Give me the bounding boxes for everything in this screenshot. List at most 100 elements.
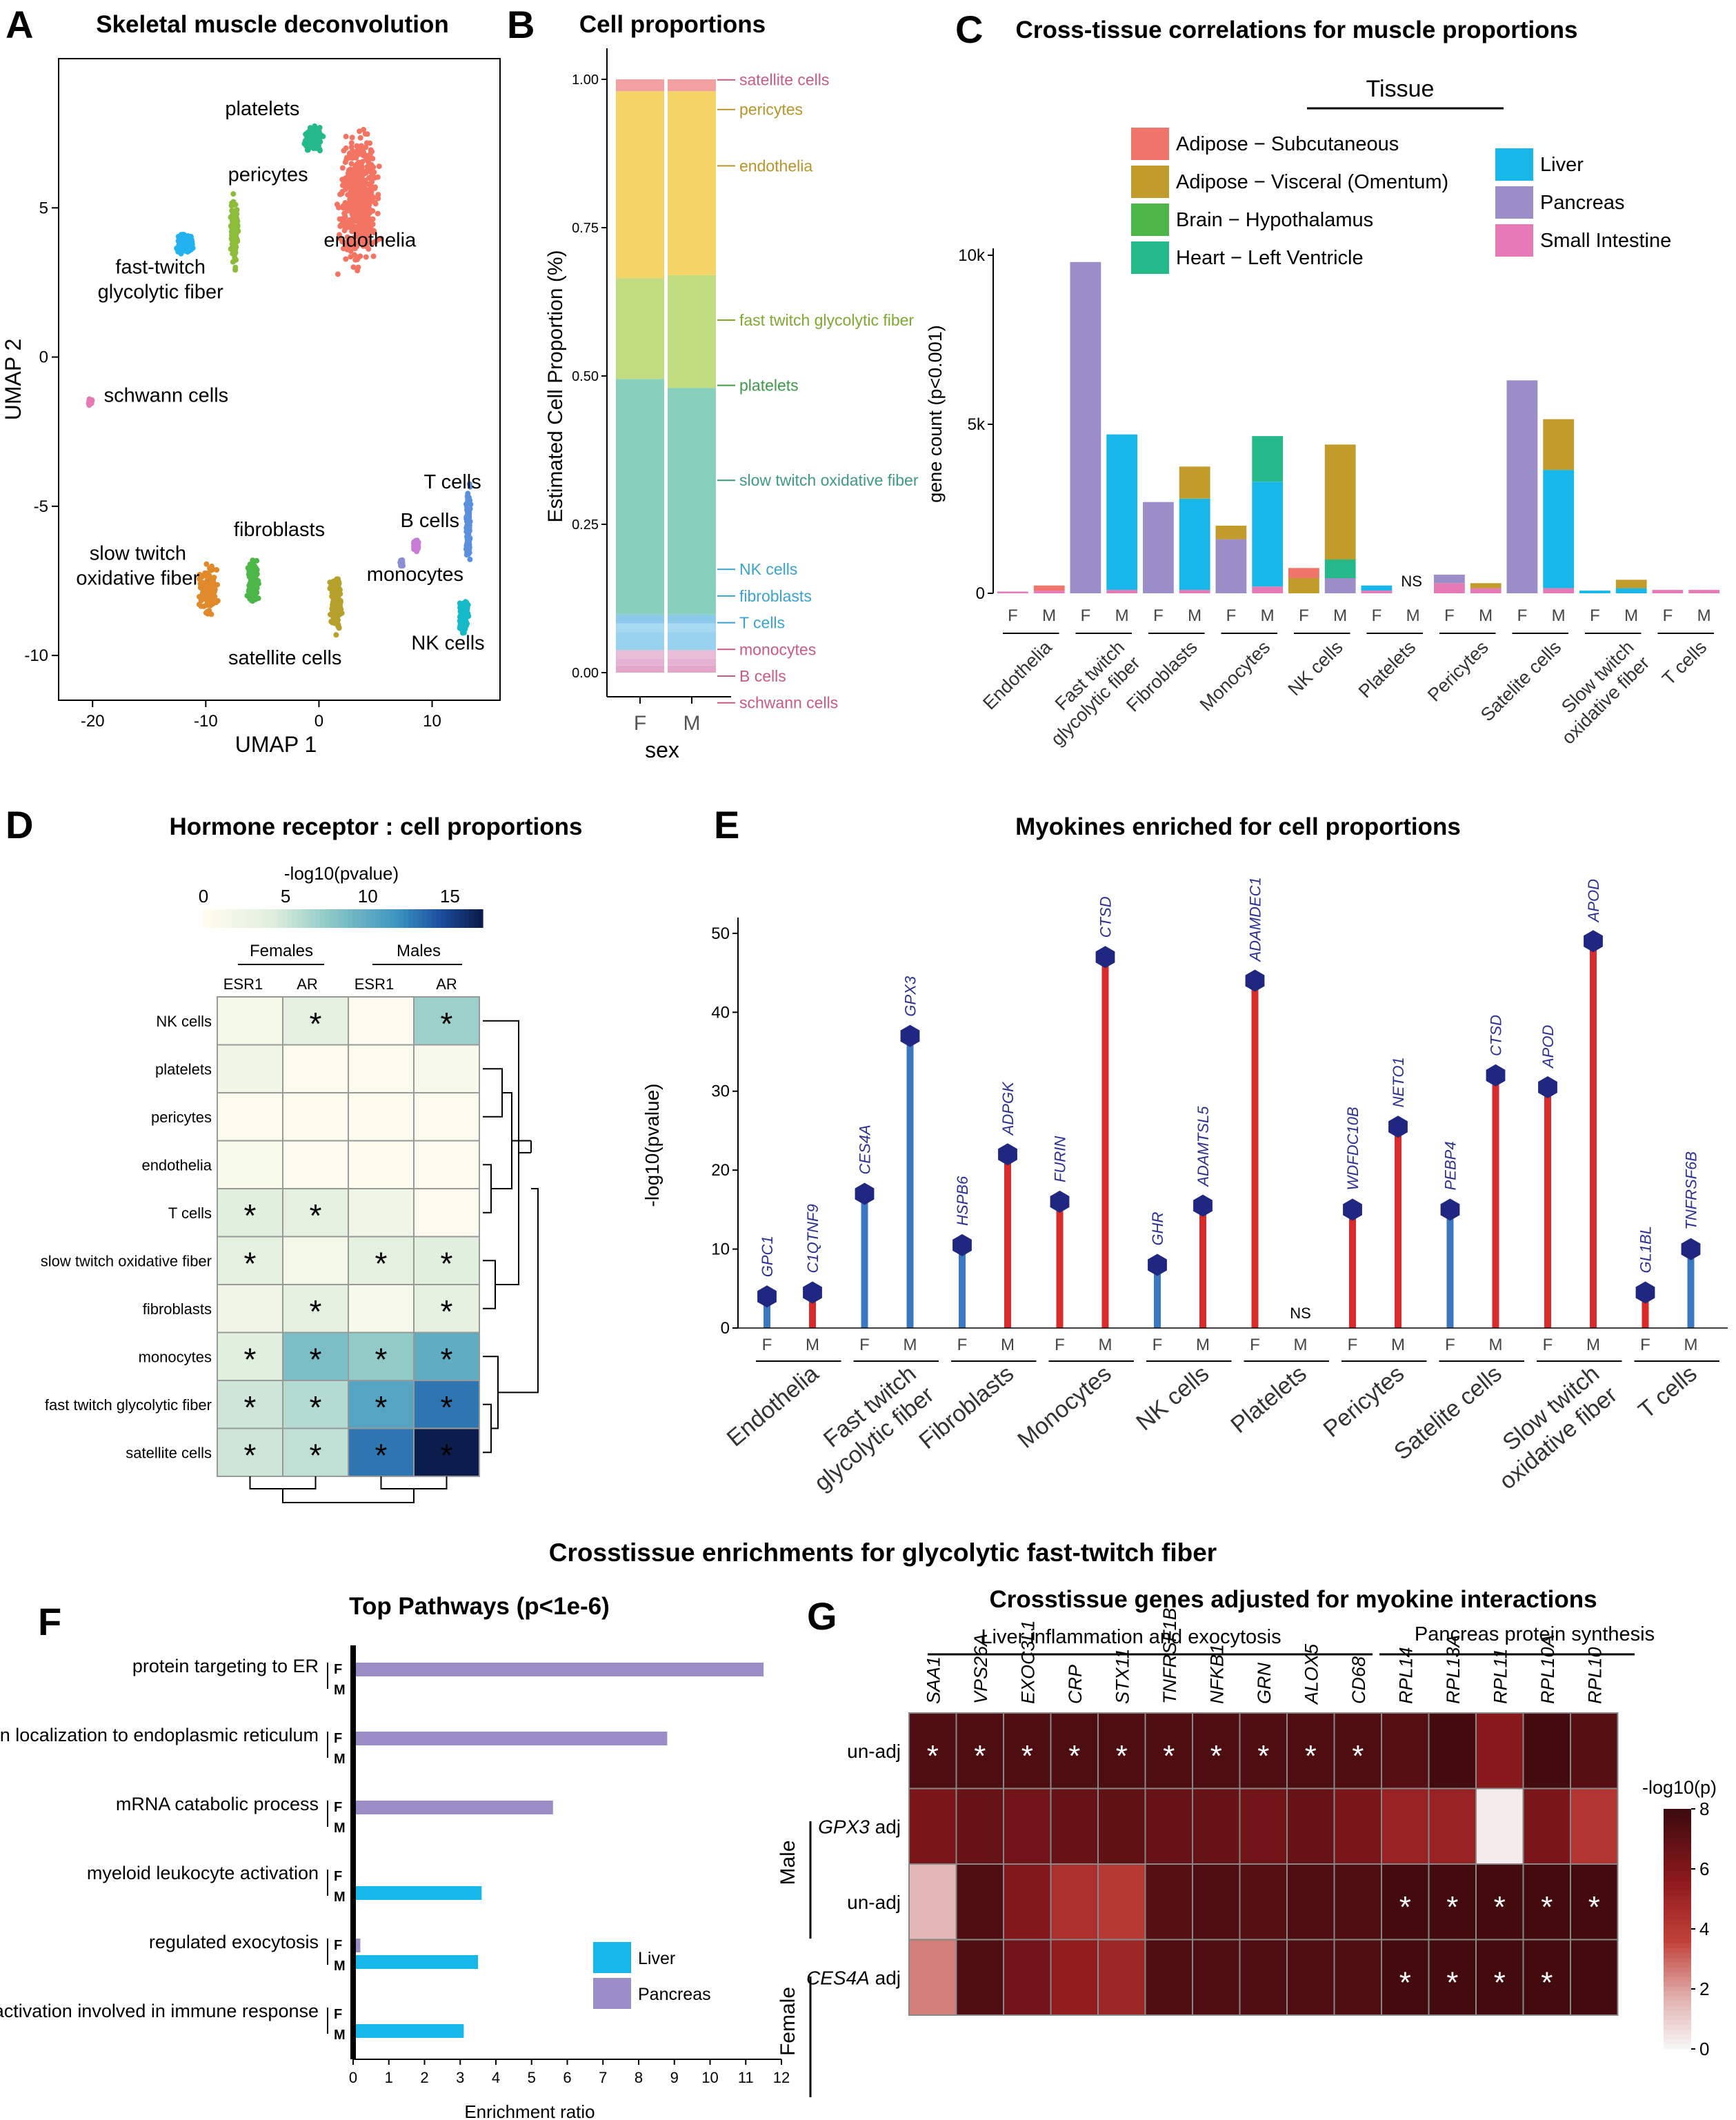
umap-point [457, 600, 463, 606]
hormone-cell [348, 1092, 415, 1142]
umap-label: fast-twitch glycolytic fiber [98, 256, 223, 303]
umap-point [335, 576, 341, 582]
myokine-gene-label: APOD [1585, 879, 1602, 923]
males-group-label: Males [397, 942, 441, 960]
proportion-label: monocytes [739, 640, 816, 658]
hormone-cell [217, 996, 283, 1046]
umap-y-tick-label: 0 [39, 348, 48, 367]
colorbar-strip [1664, 1814, 1691, 1819]
significance-star: * [244, 1341, 257, 1377]
significance-star: * [441, 1006, 453, 1042]
colorbar-strip [268, 909, 274, 928]
hormone-row-label: satellite cells [126, 1444, 212, 1461]
umap-point [459, 611, 465, 617]
hormone-cell [217, 1092, 283, 1142]
tissue-bar-segment [1252, 436, 1284, 482]
colorbar-strip [468, 909, 475, 928]
panel-g: G Crosstissue genes adjusted for myokine… [777, 1586, 1717, 2097]
tissue-bar-segment [1434, 575, 1465, 584]
colorbar-strip [1664, 1905, 1691, 1910]
male-label: Male [777, 1840, 799, 1885]
panel-e-sex-label: F [1055, 1336, 1065, 1354]
panel-c-sex-label: M [1479, 606, 1493, 625]
umap-point [317, 125, 323, 130]
tissue-bar-segment [997, 591, 1028, 593]
significance-star: * [1210, 1739, 1222, 1773]
cluster-points-11 [457, 599, 472, 636]
tissue-bar-segment [1143, 502, 1174, 593]
proportion-segment [616, 379, 664, 615]
umap-point [364, 190, 370, 196]
proportion-segment [616, 91, 664, 279]
tissue-bar-segment [1543, 470, 1575, 588]
hormone-cell [413, 1331, 480, 1381]
hormone-row-label: pericytes [151, 1109, 212, 1126]
gene-column-label: CD68 [1348, 1656, 1369, 1704]
colorbar-strip [357, 909, 363, 928]
panel-g-title: Crosstissue genes adjusted for myokine i… [989, 1586, 1597, 1613]
significance-star: * [441, 1341, 453, 1377]
umap-point [232, 255, 238, 261]
gene-column-label: SAA1 [923, 1656, 944, 1704]
colorbar-strip [301, 909, 307, 928]
adjustment-text: un-adj [847, 1892, 901, 1913]
tissue-bar-segment [1688, 590, 1720, 593]
colorbar-strip [1664, 1847, 1691, 1853]
umap-label: B cells [401, 510, 459, 532]
umap-point [363, 170, 369, 176]
pathway-bar [356, 2024, 464, 2038]
panel-e-group-label: Platelets [1226, 1360, 1311, 1438]
panel-e-y-tick-label: 10 [711, 1240, 730, 1259]
crosstissue-main-title: Crosstissue enrichments for glycolytic f… [549, 1538, 1217, 1567]
colorbar-strip [1664, 1962, 1691, 1968]
label-line: Platelets [1355, 637, 1419, 702]
umap-point [370, 216, 376, 222]
lollipop-head [1148, 1254, 1167, 1276]
tissue-bar-segment [1324, 444, 1356, 559]
proportion-segment [616, 623, 664, 633]
panel-c-group-label: Pericytes [1424, 637, 1493, 706]
hormone-cell [282, 1380, 349, 1429]
colorbar-strip [1664, 1977, 1691, 1983]
gene-cell [1333, 1939, 1382, 2016]
hormone-cell [348, 1188, 415, 1238]
panel-c-sex-label: M [1697, 606, 1711, 625]
panel-f-x-tick-label: 2 [420, 2069, 428, 2086]
colorbar-strip [222, 909, 228, 928]
pathway-sex-label: M [334, 1683, 346, 1698]
label-line: NK cells [1131, 1360, 1214, 1436]
colorbar-strip [1664, 1924, 1691, 1930]
umap-label: NK cells [411, 632, 484, 654]
panel-e-group-label: Pericytes [1319, 1360, 1410, 1443]
umap-ticks: -20 -10 0 10 5 0 -5 -10 [24, 199, 441, 731]
colorbar-strip [366, 909, 372, 928]
umap-point [359, 176, 365, 182]
colorbar-strip [464, 909, 470, 928]
colorbar-strip [334, 909, 339, 928]
hormone-cell [282, 1236, 349, 1285]
colorbar-strip [1664, 1919, 1691, 1925]
umap-point [250, 571, 257, 577]
pathway-sex-label: F [334, 1869, 342, 1884]
panel-c-sex-label: F [1081, 606, 1091, 625]
lollipop-head [1388, 1116, 1408, 1138]
significance-star: * [1116, 1739, 1128, 1773]
gene-column-label: CRP [1065, 1665, 1086, 1704]
umap-point [371, 230, 377, 236]
umap-point [346, 242, 352, 248]
panel-e-y-tick-label: 40 [711, 1003, 730, 1022]
colorbar-strip [250, 909, 255, 928]
panel-e-sex-label: M [1099, 1336, 1113, 1354]
umap-point [343, 133, 349, 139]
pathway-sex-label: F [334, 2007, 342, 2022]
colorbar-strip [1664, 2025, 1691, 2030]
pathway-sex-label: M [334, 1959, 346, 1974]
lollipop-head [1245, 969, 1265, 992]
tissue-bar-segment [1179, 590, 1210, 593]
tissue-legend-title: Tissue [1366, 76, 1435, 102]
colorbar-strip [292, 909, 297, 928]
panel-e-group-label: T cells [1633, 1360, 1702, 1424]
gene-cell [1570, 1863, 1619, 1941]
adjustment-text: adj [870, 1816, 901, 1837]
hormone-column-label: AR [297, 975, 318, 993]
